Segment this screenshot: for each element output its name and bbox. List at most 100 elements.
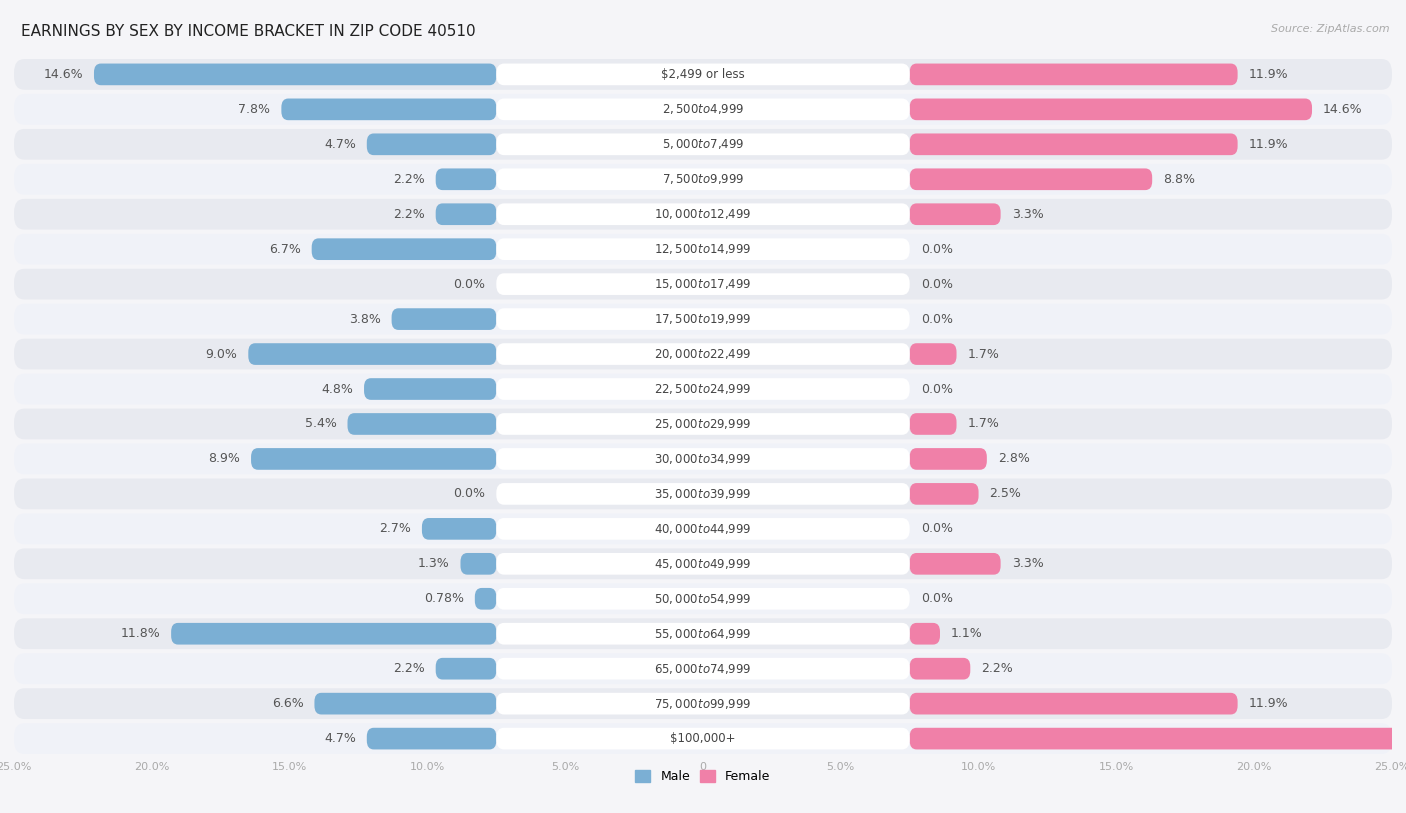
Text: 4.8%: 4.8% bbox=[321, 383, 353, 395]
FancyBboxPatch shape bbox=[910, 623, 941, 645]
Text: 2.5%: 2.5% bbox=[990, 488, 1022, 500]
Text: 0.0%: 0.0% bbox=[921, 383, 953, 395]
FancyBboxPatch shape bbox=[496, 133, 910, 155]
FancyBboxPatch shape bbox=[496, 203, 910, 225]
Text: $2,499 or less: $2,499 or less bbox=[661, 68, 745, 80]
Text: Source: ZipAtlas.com: Source: ZipAtlas.com bbox=[1271, 24, 1389, 34]
FancyBboxPatch shape bbox=[910, 98, 1312, 120]
FancyBboxPatch shape bbox=[910, 203, 1001, 225]
FancyBboxPatch shape bbox=[475, 588, 496, 610]
FancyBboxPatch shape bbox=[14, 654, 1392, 684]
Text: $10,000 to $12,499: $10,000 to $12,499 bbox=[654, 207, 752, 221]
FancyBboxPatch shape bbox=[496, 168, 910, 190]
FancyBboxPatch shape bbox=[14, 689, 1392, 719]
FancyBboxPatch shape bbox=[910, 343, 956, 365]
FancyBboxPatch shape bbox=[910, 728, 1406, 750]
Text: 14.6%: 14.6% bbox=[1323, 103, 1362, 115]
FancyBboxPatch shape bbox=[315, 693, 496, 715]
Text: 0.0%: 0.0% bbox=[921, 523, 953, 535]
FancyBboxPatch shape bbox=[496, 518, 910, 540]
Text: 0.0%: 0.0% bbox=[453, 488, 485, 500]
Text: 2.2%: 2.2% bbox=[981, 663, 1014, 675]
Text: $45,000 to $49,999: $45,000 to $49,999 bbox=[654, 557, 752, 571]
FancyBboxPatch shape bbox=[496, 623, 910, 645]
Text: $17,500 to $19,999: $17,500 to $19,999 bbox=[654, 312, 752, 326]
Text: 11.9%: 11.9% bbox=[1249, 68, 1288, 80]
Text: 4.7%: 4.7% bbox=[323, 733, 356, 745]
FancyBboxPatch shape bbox=[14, 234, 1392, 264]
Text: $35,000 to $39,999: $35,000 to $39,999 bbox=[654, 487, 752, 501]
FancyBboxPatch shape bbox=[461, 553, 496, 575]
Text: 2.2%: 2.2% bbox=[392, 208, 425, 220]
Legend: Male, Female: Male, Female bbox=[630, 765, 776, 789]
Text: 11.8%: 11.8% bbox=[121, 628, 160, 640]
Text: 0.0%: 0.0% bbox=[453, 278, 485, 290]
Text: 4.7%: 4.7% bbox=[323, 138, 356, 150]
FancyBboxPatch shape bbox=[249, 343, 496, 365]
FancyBboxPatch shape bbox=[252, 448, 496, 470]
FancyBboxPatch shape bbox=[94, 63, 496, 85]
Text: $2,500 to $4,999: $2,500 to $4,999 bbox=[662, 102, 744, 116]
Text: EARNINGS BY SEX BY INCOME BRACKET IN ZIP CODE 40510: EARNINGS BY SEX BY INCOME BRACKET IN ZIP… bbox=[21, 24, 475, 39]
Text: $20,000 to $22,499: $20,000 to $22,499 bbox=[654, 347, 752, 361]
Text: 3.3%: 3.3% bbox=[1012, 558, 1043, 570]
FancyBboxPatch shape bbox=[281, 98, 496, 120]
FancyBboxPatch shape bbox=[496, 553, 910, 575]
Text: 11.9%: 11.9% bbox=[1249, 698, 1288, 710]
Text: 11.9%: 11.9% bbox=[1249, 138, 1288, 150]
Text: $40,000 to $44,999: $40,000 to $44,999 bbox=[654, 522, 752, 536]
FancyBboxPatch shape bbox=[14, 584, 1392, 614]
Text: $12,500 to $14,999: $12,500 to $14,999 bbox=[654, 242, 752, 256]
Text: $75,000 to $99,999: $75,000 to $99,999 bbox=[654, 697, 752, 711]
FancyBboxPatch shape bbox=[910, 553, 1001, 575]
FancyBboxPatch shape bbox=[496, 308, 910, 330]
Text: 5.4%: 5.4% bbox=[305, 418, 336, 430]
FancyBboxPatch shape bbox=[496, 343, 910, 365]
FancyBboxPatch shape bbox=[910, 63, 1237, 85]
FancyBboxPatch shape bbox=[910, 448, 987, 470]
FancyBboxPatch shape bbox=[14, 199, 1392, 229]
Text: 1.1%: 1.1% bbox=[950, 628, 983, 640]
Text: $100,000+: $100,000+ bbox=[671, 733, 735, 745]
FancyBboxPatch shape bbox=[14, 724, 1392, 754]
FancyBboxPatch shape bbox=[14, 129, 1392, 159]
Text: $15,000 to $17,499: $15,000 to $17,499 bbox=[654, 277, 752, 291]
Text: $30,000 to $34,999: $30,000 to $34,999 bbox=[654, 452, 752, 466]
Text: $5,000 to $7,499: $5,000 to $7,499 bbox=[662, 137, 744, 151]
Text: 2.2%: 2.2% bbox=[392, 663, 425, 675]
FancyBboxPatch shape bbox=[367, 133, 496, 155]
FancyBboxPatch shape bbox=[14, 549, 1392, 579]
FancyBboxPatch shape bbox=[14, 409, 1392, 439]
FancyBboxPatch shape bbox=[496, 448, 910, 470]
Text: 6.7%: 6.7% bbox=[269, 243, 301, 255]
FancyBboxPatch shape bbox=[14, 59, 1392, 89]
FancyBboxPatch shape bbox=[347, 413, 496, 435]
FancyBboxPatch shape bbox=[496, 483, 910, 505]
Text: 6.6%: 6.6% bbox=[271, 698, 304, 710]
Text: 1.7%: 1.7% bbox=[967, 348, 1000, 360]
Text: $25,000 to $29,999: $25,000 to $29,999 bbox=[654, 417, 752, 431]
FancyBboxPatch shape bbox=[14, 164, 1392, 194]
FancyBboxPatch shape bbox=[14, 269, 1392, 299]
FancyBboxPatch shape bbox=[496, 238, 910, 260]
Text: 1.7%: 1.7% bbox=[967, 418, 1000, 430]
FancyBboxPatch shape bbox=[14, 619, 1392, 649]
FancyBboxPatch shape bbox=[367, 728, 496, 750]
FancyBboxPatch shape bbox=[910, 693, 1237, 715]
Text: $50,000 to $54,999: $50,000 to $54,999 bbox=[654, 592, 752, 606]
FancyBboxPatch shape bbox=[14, 444, 1392, 474]
Text: 7.8%: 7.8% bbox=[239, 103, 270, 115]
Text: 2.2%: 2.2% bbox=[392, 173, 425, 185]
FancyBboxPatch shape bbox=[364, 378, 496, 400]
FancyBboxPatch shape bbox=[910, 168, 1152, 190]
Text: $65,000 to $74,999: $65,000 to $74,999 bbox=[654, 662, 752, 676]
FancyBboxPatch shape bbox=[436, 203, 496, 225]
FancyBboxPatch shape bbox=[496, 413, 910, 435]
FancyBboxPatch shape bbox=[14, 479, 1392, 509]
FancyBboxPatch shape bbox=[14, 304, 1392, 334]
Text: 8.9%: 8.9% bbox=[208, 453, 240, 465]
FancyBboxPatch shape bbox=[910, 483, 979, 505]
FancyBboxPatch shape bbox=[496, 63, 910, 85]
FancyBboxPatch shape bbox=[496, 98, 910, 120]
FancyBboxPatch shape bbox=[14, 514, 1392, 544]
